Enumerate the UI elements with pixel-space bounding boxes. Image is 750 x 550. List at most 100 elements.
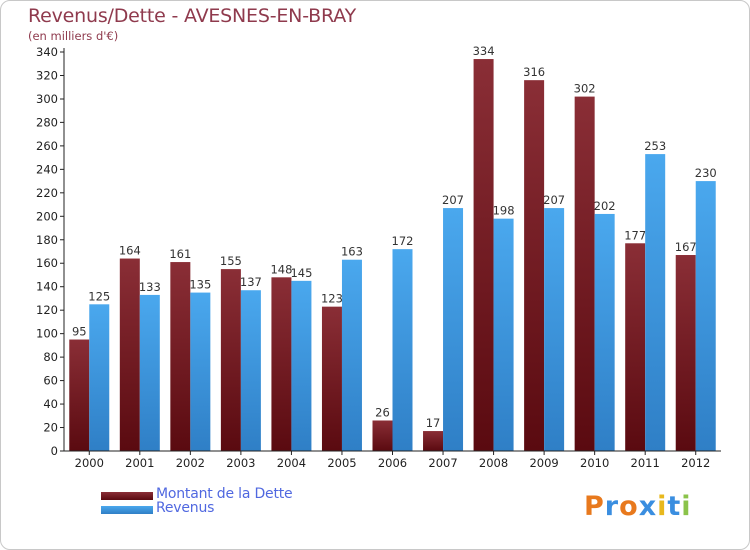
bar-dette — [524, 80, 545, 451]
y-tick-label: 260 — [36, 139, 58, 153]
logo-letter: t — [667, 491, 682, 522]
bar-revenus — [392, 249, 413, 451]
data-label-dette: 164 — [119, 244, 141, 258]
legend-label-revenus: Revenus — [156, 500, 215, 516]
x-tick-label: 2009 — [529, 456, 558, 470]
y-tick-label: 20 — [43, 421, 58, 435]
bar-dette — [321, 306, 342, 451]
data-label-revenus: 253 — [644, 139, 666, 153]
bar-dette — [423, 431, 444, 451]
data-label-revenus: 163 — [341, 245, 363, 259]
x-tick-label: 2010 — [580, 456, 609, 470]
data-label-revenus: 135 — [189, 278, 211, 292]
data-label-revenus: 230 — [695, 166, 717, 180]
y-tick-label: 60 — [43, 374, 58, 388]
data-label-dette: 167 — [675, 240, 697, 254]
data-label-revenus: 198 — [493, 204, 515, 218]
y-tick-label: 200 — [36, 209, 58, 223]
bar-dette — [675, 255, 696, 451]
data-label-dette: 123 — [321, 292, 343, 306]
data-label-dette: 17 — [426, 416, 441, 430]
x-axis: 2000 2001 2002 2003 2004 2005 2006 2007 2008 2009… — [64, 450, 721, 470]
y-tick-label: 300 — [36, 92, 58, 106]
y-tick-label: 160 — [36, 256, 58, 270]
data-label-revenus: 145 — [290, 266, 312, 280]
bar-revenus — [645, 154, 666, 452]
x-tick-label: 2011 — [631, 456, 660, 470]
bar-revenus — [341, 259, 362, 451]
bar-dette — [69, 339, 90, 451]
data-label-dette: 177 — [624, 228, 646, 242]
logo-letter: o — [619, 491, 639, 522]
chart-subtitle: (en milliers d'€) — [28, 29, 119, 43]
bar-dette — [220, 269, 241, 451]
y-tick-label: 40 — [43, 397, 58, 411]
bar-dette — [473, 59, 494, 452]
y-tick-label: 80 — [43, 350, 58, 364]
data-label-revenus: 202 — [594, 199, 616, 213]
bar-revenus — [89, 304, 110, 451]
bar-dette — [119, 258, 140, 451]
y-tick-label: 180 — [36, 233, 58, 247]
chart-title: Revenus/Dette - AVESNES-EN-BRAY — [28, 5, 356, 27]
x-tick-label: 2003 — [226, 456, 255, 470]
bar-revenus — [291, 280, 312, 451]
data-label-revenus: 125 — [88, 289, 110, 303]
logo-letter: x — [638, 491, 658, 522]
x-tick-label: 2012 — [681, 456, 710, 470]
bar-revenus — [594, 213, 615, 451]
data-label-revenus: 133 — [139, 280, 161, 294]
data-label-dette: 161 — [169, 247, 191, 261]
bar-revenus — [190, 292, 211, 451]
logo-letter: r — [604, 491, 620, 522]
bar-revenus — [544, 208, 565, 451]
proxiti-logo: Proxiti — [584, 491, 692, 522]
legend-label-dette: Montant de la Dette — [156, 486, 293, 502]
x-tick-label: 2002 — [176, 456, 205, 470]
y-tick-label: 0 — [51, 444, 58, 458]
data-label-revenus: 172 — [392, 234, 414, 248]
y-tick-label: 280 — [36, 115, 58, 129]
bar-dette — [625, 243, 646, 451]
bar-dette — [271, 277, 292, 451]
data-label-revenus: 137 — [240, 275, 262, 289]
y-tick-label: 240 — [36, 162, 58, 176]
bar-dette — [372, 420, 393, 451]
data-label-dette: 334 — [473, 44, 495, 58]
data-label-dette: 302 — [574, 82, 596, 96]
x-tick-label: 2007 — [428, 456, 457, 470]
logo-letter: P — [584, 491, 605, 522]
x-tick-label: 2005 — [327, 456, 356, 470]
y-tick-label: 120 — [36, 303, 58, 317]
data-label-dette: 148 — [270, 262, 292, 276]
x-tick-label: 2000 — [75, 456, 104, 470]
bars: 9512516413316113515513714814512316326172… — [69, 44, 717, 452]
legend-swatch-dette — [101, 492, 153, 500]
bar-revenus — [240, 290, 261, 451]
bar-dette — [574, 96, 595, 451]
y-tick-label: 140 — [36, 280, 58, 294]
y-tick-label: 340 — [36, 45, 58, 59]
data-label-dette: 316 — [523, 65, 545, 79]
x-tick-label: 2001 — [125, 456, 154, 470]
data-label-dette: 26 — [375, 405, 390, 419]
x-tick-label: 2006 — [378, 456, 407, 470]
data-label-dette: 155 — [220, 254, 242, 268]
bar-dette — [170, 262, 191, 451]
y-tick-label: 320 — [36, 68, 58, 82]
legend-swatch-revenus — [101, 506, 153, 514]
bar-revenus — [443, 208, 464, 451]
bar-revenus — [695, 181, 716, 451]
x-tick-label: 2008 — [479, 456, 508, 470]
y-tick-label: 220 — [36, 186, 58, 200]
y-tick-label: 100 — [36, 327, 58, 341]
logo-letter: i — [681, 491, 692, 522]
x-tick-label: 2004 — [277, 456, 306, 470]
y-axis: 0 20 40 60 80 100 120 140 160 180 200 220 240 260 280 3… — [36, 45, 65, 458]
logo-letter: i — [657, 491, 668, 522]
bar-revenus — [493, 218, 514, 451]
data-label-revenus: 207 — [543, 193, 565, 207]
data-label-dette: 95 — [72, 325, 87, 339]
data-label-revenus: 207 — [442, 193, 464, 207]
